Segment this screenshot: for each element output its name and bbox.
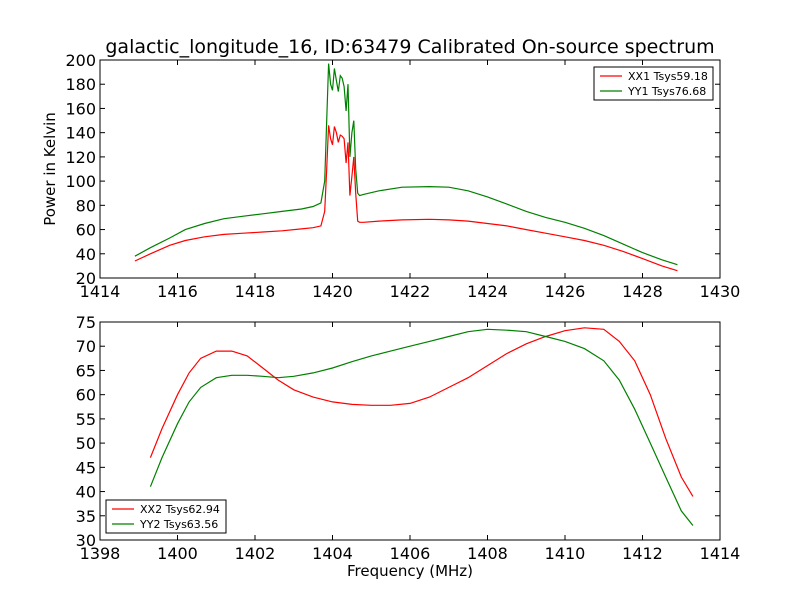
y-axis-label: Power in Kelvin xyxy=(41,112,59,226)
y-tick-label: 200 xyxy=(65,51,96,70)
y-tick-label: 80 xyxy=(76,196,96,215)
bottom-panel: 1398 1400 1402 1404 1406 1408 1410 1412 1414 30 35… xyxy=(76,313,741,580)
chart-title: galactic_longitude_16, ID:63479 Calibrat… xyxy=(105,36,714,58)
x-tick-label: 1430 xyxy=(700,282,741,301)
x-tick-label: 1426 xyxy=(545,282,586,301)
y-tick-label: 50 xyxy=(76,434,96,453)
x-tick-label: 1404 xyxy=(312,544,353,563)
x-tick-label: 1414 xyxy=(700,544,741,563)
y-tick-label: 20 xyxy=(76,269,96,288)
y-tick-label: 120 xyxy=(65,148,96,167)
x-axis-label: Frequency (MHz) xyxy=(347,562,473,580)
x-tick-label: 1422 xyxy=(390,282,431,301)
x-tick-label: 1420 xyxy=(312,282,353,301)
x-tick-label: 1418 xyxy=(235,282,276,301)
y-tick-label: 70 xyxy=(76,337,96,356)
legend-box xyxy=(105,499,227,534)
series-line-yy xyxy=(134,63,678,266)
x-tick-label: 1416 xyxy=(157,282,198,301)
y-tick-label: 60 xyxy=(76,386,96,405)
y-tick-label: 35 xyxy=(76,507,96,526)
x-tick-label: 1408 xyxy=(467,544,508,563)
y-tick-label: 45 xyxy=(76,458,96,477)
x-tick-label: 1398 xyxy=(80,544,121,563)
x-tick-label: 1406 xyxy=(390,544,431,563)
series-line-xx xyxy=(134,125,678,272)
y-tick-label: 100 xyxy=(65,172,96,191)
y-tick-label: 30 xyxy=(76,531,96,550)
y-tick-label: 55 xyxy=(76,410,96,429)
y-tick-label: 40 xyxy=(76,245,96,264)
series-line-yy xyxy=(149,328,694,526)
legend-box xyxy=(593,66,714,101)
legend-entry: XX1 Tsys59.18 xyxy=(628,70,708,83)
x-tick-label: 1424 xyxy=(467,282,508,301)
legend-entry: XX2 Tsys62.94 xyxy=(140,503,220,516)
top-panel: 1414 1416 1418 1420 1422 1424 1426 1428 1430 20 40… xyxy=(41,51,740,301)
x-tick-label: 1428 xyxy=(622,282,663,301)
y-tick-label: 160 xyxy=(65,99,96,118)
series-line-xx xyxy=(149,327,694,497)
y-tick-label: 60 xyxy=(76,221,96,240)
y-tick-label: 140 xyxy=(65,124,96,143)
x-tick-label: 1414 xyxy=(80,282,121,301)
y-tick-label: 75 xyxy=(76,313,96,332)
legend-entry: YY1 Tsys76.68 xyxy=(627,85,706,98)
x-tick-label: 1400 xyxy=(157,544,198,563)
x-tick-label: 1412 xyxy=(622,544,663,563)
legend-entry: YY2 Tsys63.56 xyxy=(139,518,218,531)
y-tick-label: 180 xyxy=(65,75,96,94)
x-tick-label: 1410 xyxy=(545,544,586,563)
x-tick-label: 1402 xyxy=(235,544,276,563)
y-tick-label: 65 xyxy=(76,361,96,380)
y-tick-label: 40 xyxy=(76,483,96,502)
